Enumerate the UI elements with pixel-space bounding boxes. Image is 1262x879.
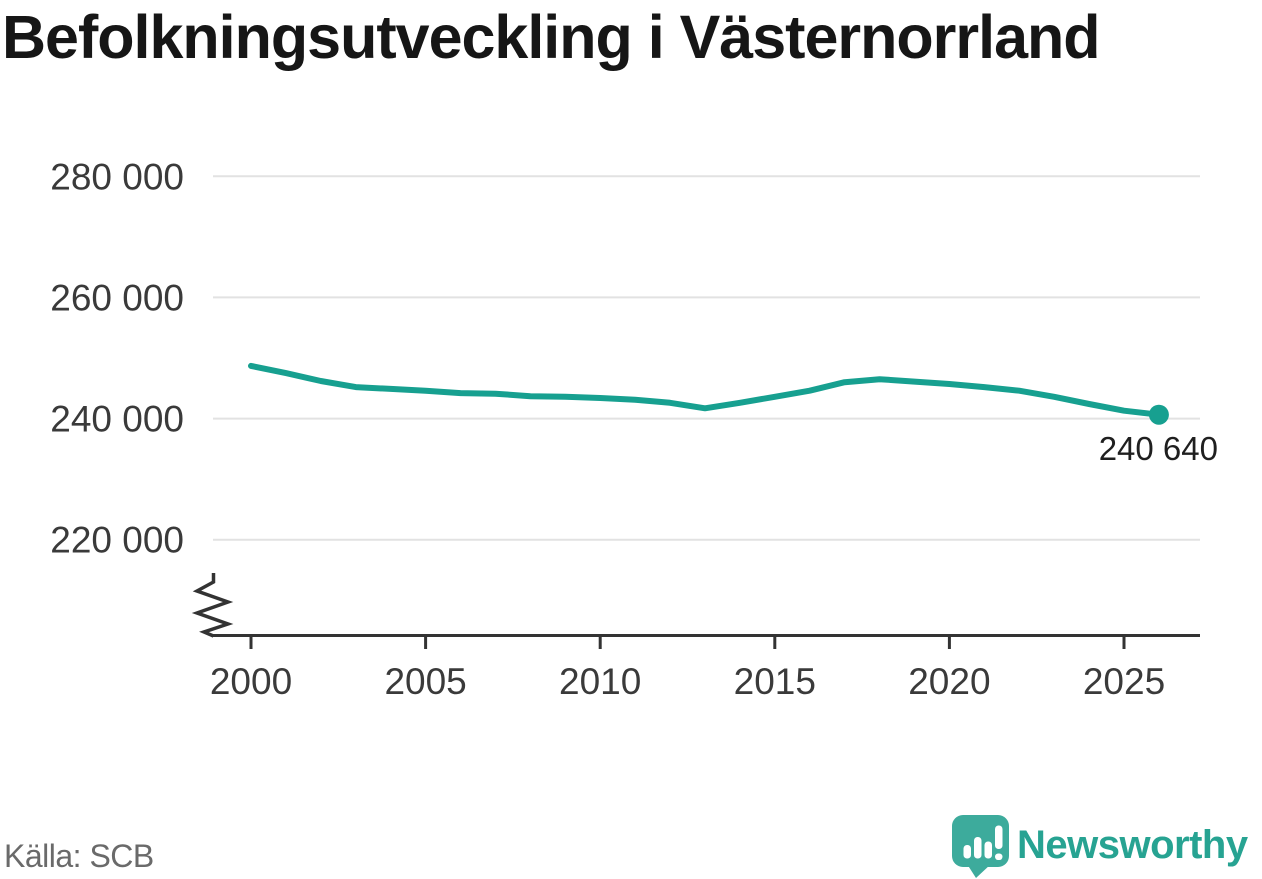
x-tick-label: 2000	[210, 661, 292, 702]
logo-exclamation-icon	[995, 825, 1003, 849]
logo-bubble-tail	[967, 864, 991, 878]
logo-exclamation-dot	[995, 853, 1003, 860]
y-tick-label: 240 000	[50, 399, 184, 440]
y-tick-label: 260 000	[50, 277, 184, 318]
last-point-marker	[1148, 404, 1169, 425]
chart-title: Befolkningsutveckling i Västernorrland	[2, 3, 1101, 71]
x-tick-label: 2020	[908, 661, 990, 702]
x-tick-label: 2025	[1083, 661, 1165, 702]
x-tick-label: 2010	[559, 661, 641, 702]
brand-wordmark: Newsworthy	[1017, 823, 1249, 867]
last-value-label: 240 640	[1099, 430, 1218, 467]
logo-bar-chart-icon	[974, 837, 982, 859]
newsworthy-logo: Newsworthy	[952, 815, 1249, 878]
y-tick-label: 280 000	[50, 156, 184, 197]
logo-bar-chart-icon	[984, 841, 992, 859]
population-line	[248, 362, 1162, 418]
source-label: Källa: SCB	[4, 838, 154, 874]
logo-bar-chart-icon	[963, 845, 971, 859]
x-tick-label: 2005	[384, 661, 466, 702]
y-axis-break-icon	[191, 573, 234, 638]
y-tick-label: 220 000	[50, 520, 184, 561]
x-tick-label: 2015	[734, 661, 816, 702]
population-line-chart: 280 000 260 000 240 000 220 000 240 640 2000 2…	[50, 156, 1218, 702]
